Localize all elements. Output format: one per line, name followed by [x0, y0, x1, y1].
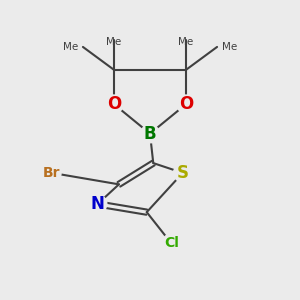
Text: Me: Me: [222, 42, 237, 52]
Circle shape: [141, 124, 159, 143]
Text: S: S: [177, 164, 189, 182]
Text: Br: Br: [43, 166, 61, 180]
Text: O: O: [179, 95, 193, 113]
Circle shape: [162, 234, 180, 252]
Text: Me: Me: [106, 37, 122, 47]
Text: Cl: Cl: [164, 236, 179, 250]
Circle shape: [88, 195, 107, 213]
Text: Me: Me: [178, 37, 194, 47]
Text: O: O: [107, 95, 121, 113]
Text: Me: Me: [63, 42, 78, 52]
Circle shape: [174, 164, 192, 182]
Circle shape: [105, 95, 123, 113]
Circle shape: [177, 95, 195, 113]
Text: B: B: [144, 124, 156, 142]
Circle shape: [43, 164, 61, 182]
Text: N: N: [91, 195, 105, 213]
